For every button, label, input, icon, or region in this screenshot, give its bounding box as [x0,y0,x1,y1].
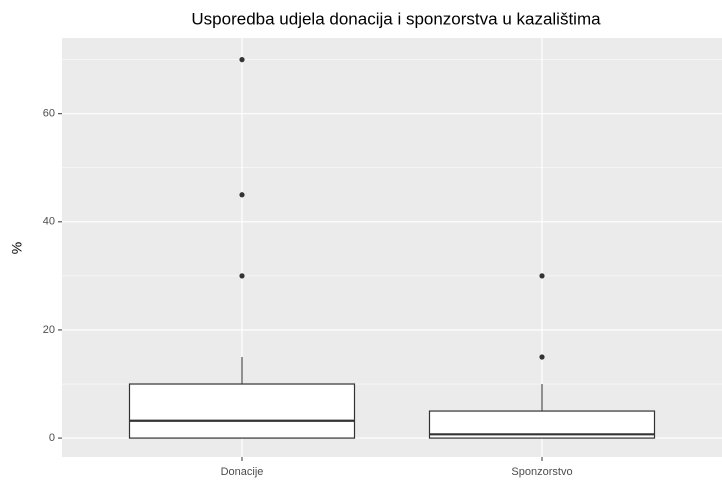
outlier [539,273,545,279]
x-tick-label: Donacije [221,466,264,478]
y-tick-label: 0 [49,432,55,444]
y-axis-label: % [9,242,25,254]
y-tick-label: 20 [43,324,55,336]
y-tick-label: 40 [43,216,55,228]
y-tick-label: 60 [43,108,55,120]
outlier [539,354,545,360]
x-tick-label: Sponzorstvo [511,466,572,478]
chart-title: Usporedba udjela donacija i sponzorstva … [191,9,601,28]
outlier [239,192,245,198]
outlier [239,57,245,63]
box [128,383,356,439]
outlier [239,273,245,279]
